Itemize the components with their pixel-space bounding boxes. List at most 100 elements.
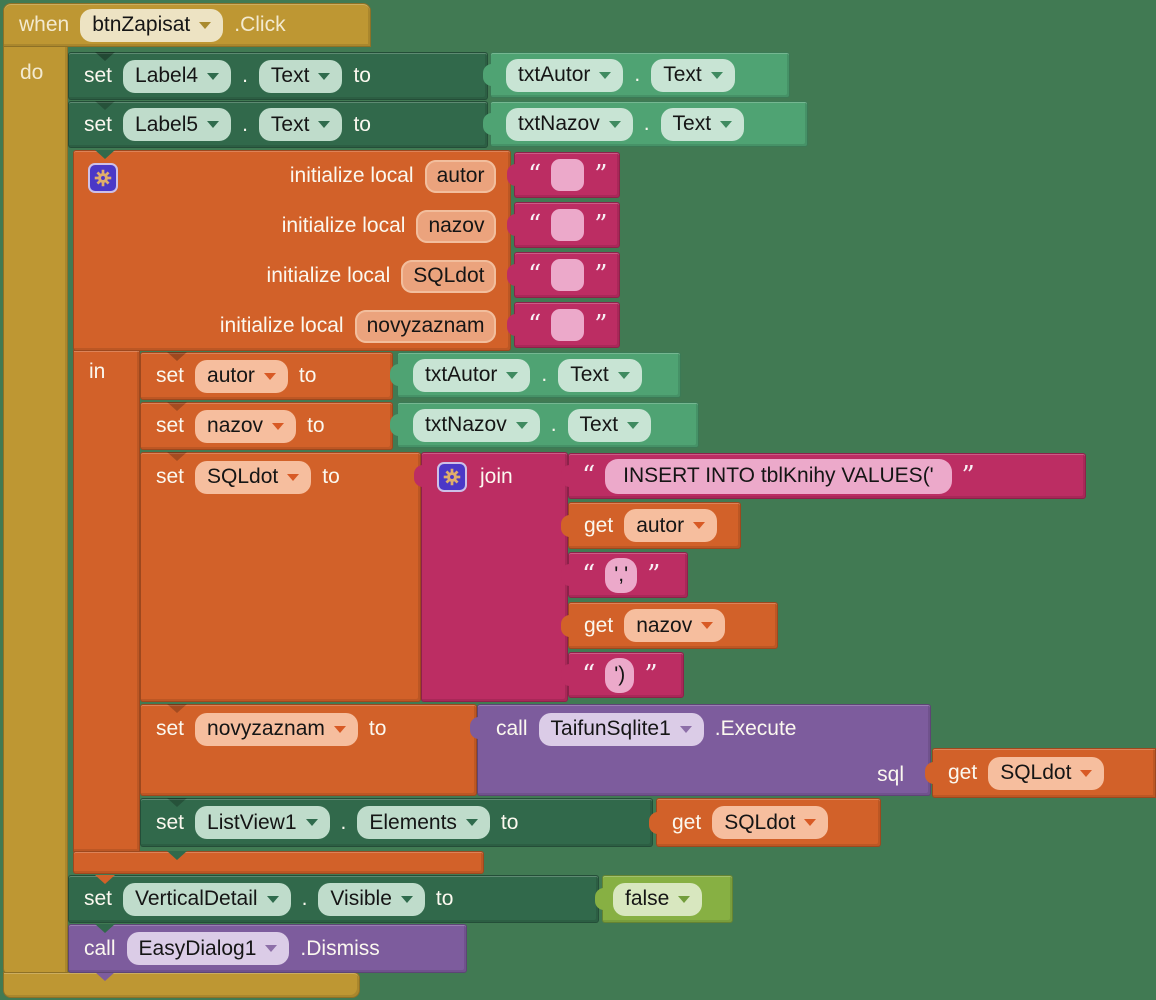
initialize-locals-block-bottom[interactable] — [73, 851, 484, 874]
local-name-field-novyzaznam[interactable]: novyzaznam — [354, 309, 497, 343]
dropdown-arrow-icon — [515, 421, 528, 429]
dropdown-value: autor — [636, 513, 685, 537]
component-dropdown-taifunsqlite1[interactable]: TaifunSqlite1 — [538, 712, 704, 746]
string-field-empty[interactable] — [551, 259, 585, 291]
mutator-gear-icon[interactable] — [437, 462, 467, 492]
call-taifunsqlite-execute-block[interactable]: call TaifunSqlite1 .Execute sql — [470, 704, 931, 796]
local-name-field-sqldot[interactable]: SQLdot — [401, 259, 497, 293]
string-block-close-paren[interactable]: “ ') ” — [561, 652, 684, 698]
logic-dropdown-false[interactable]: false — [613, 882, 703, 916]
dropdown-arrow-icon — [207, 121, 220, 128]
variable-dropdown-sqldot[interactable]: SQLdot — [988, 756, 1105, 790]
field-value: nazov — [428, 214, 485, 237]
variable-dropdown-nazov[interactable]: nazov — [195, 409, 297, 443]
string-field[interactable]: ',' — [605, 557, 638, 593]
component-dropdown-txtautor[interactable]: txtAutor — [413, 358, 531, 392]
property-dropdown-text[interactable]: Text — [258, 59, 343, 93]
variable-dropdown-novyzaznam[interactable]: novyzaznam — [195, 712, 358, 746]
dropdown-arrow-icon — [263, 372, 276, 380]
open-quote: “ — [528, 160, 542, 190]
property-dropdown-text[interactable]: Text — [567, 408, 652, 442]
when-click-block-bottom[interactable] — [3, 972, 360, 998]
component-dropdown-txtautor[interactable]: txtAutor — [506, 58, 624, 92]
connector-notch — [167, 704, 187, 713]
string-field-empty[interactable] — [551, 309, 585, 341]
local-name-field-nazov[interactable]: nazov — [416, 209, 497, 243]
component-dropdown-btnzapisat[interactable]: btnZapisat — [80, 8, 224, 42]
property-dropdown-text[interactable]: Text — [558, 358, 642, 392]
property-dropdown-text[interactable]: Text — [660, 107, 745, 141]
get-keyword: get — [584, 513, 614, 537]
set-keyword: set — [84, 112, 113, 136]
initialize-locals-block-left-arm[interactable] — [73, 350, 140, 852]
get-txtautor-text-block[interactable]: txtAutor . Text — [390, 352, 681, 398]
get-txtnazov-text-block[interactable]: txtNazov . Text — [390, 402, 699, 448]
set-var-autor-block[interactable]: set autor to — [140, 352, 393, 400]
local-name-field-autor[interactable]: autor — [424, 159, 497, 193]
set-keyword: set — [84, 887, 113, 910]
set-var-sqldot-block[interactable]: set SQLdot to — [140, 452, 421, 702]
dropdown-arrow-icon — [678, 895, 691, 903]
set-verticaldetail-visible-block[interactable]: set VerticalDetail . Visible to — [68, 875, 599, 923]
set-var-nazov-block[interactable]: set nazov to — [140, 402, 393, 450]
variable-dropdown-nazov[interactable]: nazov — [624, 609, 726, 642]
string-field[interactable]: ') — [605, 657, 635, 693]
when-click-block-left-arm[interactable] — [3, 44, 68, 975]
get-txtnazov-text-block[interactable]: txtNazov . Text — [483, 101, 808, 147]
dropdown-value: Label4 — [135, 64, 199, 87]
get-var-sqldot-block[interactable]: get SQLdot — [649, 798, 881, 847]
empty-string-block[interactable]: “” — [507, 252, 620, 298]
set-var-novyzaznam-block[interactable]: set novyzaznam to — [140, 704, 477, 796]
property-dropdown-text[interactable]: Text — [651, 58, 735, 92]
call-easydialog-dismiss-block[interactable]: call EasyDialog1 .Dismiss — [68, 924, 467, 973]
set-label5-text-block[interactable]: set Label5 . Text to — [68, 101, 488, 148]
component-dropdown-txtnazov[interactable]: txtNazov — [413, 408, 540, 442]
get-var-sqldot-block[interactable]: get SQLdot — [925, 748, 1156, 798]
mutator-gear-icon[interactable] — [88, 163, 118, 193]
set-keyword: set — [156, 414, 185, 437]
component-dropdown-label5[interactable]: Label5 — [123, 108, 232, 141]
empty-string-block[interactable]: “” — [507, 202, 620, 248]
component-dropdown-listview1[interactable]: ListView1 — [195, 806, 330, 839]
logic-false-block[interactable]: false — [595, 875, 733, 923]
to-keyword: to — [353, 112, 371, 136]
dropdown-arrow-icon — [265, 945, 278, 952]
property-dropdown-elements[interactable]: Elements — [357, 806, 490, 839]
to-keyword: to — [298, 364, 317, 387]
dropdown-arrow-icon — [710, 71, 723, 79]
get-var-autor-block[interactable]: get autor — [561, 502, 741, 549]
dropdown-arrow-icon — [207, 72, 220, 80]
string-block-insert-sql[interactable]: “ INSERT INTO tblKnihy VALUES(' ” — [561, 453, 1086, 499]
set-listview-elements-block[interactable]: set ListView1 . Elements to — [140, 798, 653, 847]
set-label4-text-block[interactable]: set Label4 . Text to — [68, 52, 488, 100]
variable-dropdown-autor[interactable]: autor — [195, 359, 288, 393]
variable-dropdown-sqldot[interactable]: SQLdot — [195, 460, 312, 494]
dropdown-arrow-icon — [617, 371, 630, 379]
empty-string-block[interactable]: “” — [507, 302, 620, 348]
empty-string-block[interactable]: “” — [507, 152, 620, 198]
property-dropdown-text[interactable]: Text — [258, 108, 343, 141]
dropdown-arrow-icon — [679, 725, 692, 733]
get-txtautor-text-block[interactable]: txtAutor . Text — [483, 52, 790, 98]
initialize-local-label: initialize local — [281, 214, 406, 237]
component-dropdown-verticaldetail[interactable]: VerticalDetail — [123, 882, 291, 916]
string-field-empty[interactable] — [551, 209, 585, 241]
property-dropdown-visible[interactable]: Visible — [318, 882, 425, 916]
string-field[interactable]: INSERT INTO tblKnihy VALUES(' — [605, 458, 952, 494]
connector-plug — [561, 664, 570, 686]
variable-dropdown-autor[interactable]: autor — [624, 509, 718, 542]
string-field-empty[interactable] — [551, 159, 585, 191]
variable-dropdown-sqldot[interactable]: SQLdot — [712, 806, 829, 839]
component-dropdown-txtnazov[interactable]: txtNazov — [506, 107, 633, 141]
component-dropdown-label4[interactable]: Label4 — [123, 59, 232, 93]
join-block[interactable]: join — [414, 452, 568, 702]
open-quote: “ — [528, 260, 542, 290]
connector-plug — [390, 364, 399, 386]
component-dropdown-easydialog1[interactable]: EasyDialog1 — [126, 932, 290, 965]
close-quote: ” — [644, 660, 658, 690]
get-var-nazov-block[interactable]: get nazov — [561, 602, 778, 649]
when-click-block-header[interactable]: when btnZapisat .Click — [3, 3, 371, 47]
string-block-quote-comma[interactable]: “ ',' ” — [561, 552, 688, 598]
initialize-locals-block-header[interactable]: initialize local autor to initialize loc… — [73, 150, 525, 351]
